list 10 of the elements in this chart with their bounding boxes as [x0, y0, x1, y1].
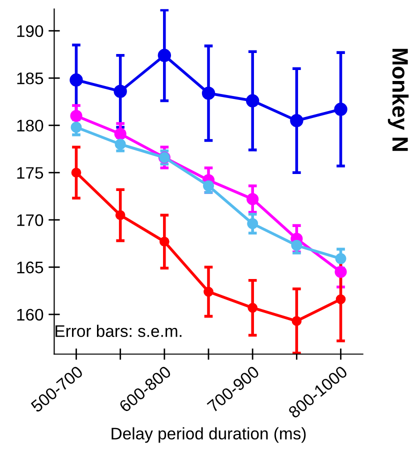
- y-tick-label: 180: [17, 120, 44, 132]
- text: Monkey N: [388, 48, 409, 151]
- y-tick-label: 160: [17, 308, 44, 321]
- y-tick-label: 185: [17, 72, 44, 84]
- y-tick-label: 165: [17, 262, 44, 274]
- x-axis-title: Delay period duration (ms): [112, 427, 306, 443]
- y-tick-label: 190: [17, 25, 44, 38]
- y-tick-label: 170: [17, 214, 44, 226]
- y-tick-label: 175: [17, 167, 44, 179]
- annotation: Error bars: s.e.m.: [56, 324, 182, 338]
